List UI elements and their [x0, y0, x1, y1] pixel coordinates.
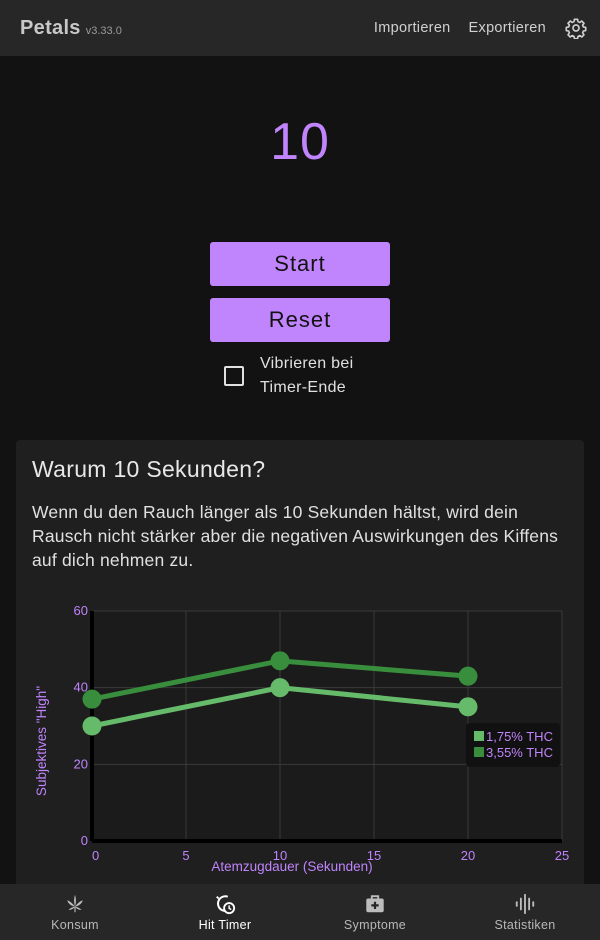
- data-point: [82, 716, 102, 736]
- nav-label-konsum: Konsum: [51, 917, 99, 932]
- app-title: Petals: [20, 16, 81, 39]
- y-tick-label: 20: [74, 756, 88, 771]
- legend-swatch: [474, 747, 484, 757]
- legend-box: [466, 723, 560, 767]
- timer-display: 10: [270, 113, 330, 171]
- statistics-icon: [514, 893, 536, 915]
- nav-label-symptome: Symptome: [343, 917, 407, 932]
- x-tick-label: 0: [92, 848, 99, 863]
- x-tick-label: 5: [182, 848, 189, 863]
- x-tick-label: 15: [367, 848, 381, 863]
- vibrate-label: Vibrieren bei Timer-Ende: [260, 355, 354, 396]
- reset-button[interactable]: Reset: [210, 298, 390, 342]
- data-point: [270, 651, 290, 671]
- x-axis-label: Atemzugdauer (Sekunden): [211, 859, 372, 874]
- info-body: Wenn du den Rauch länger als 10 Sekunden…: [32, 502, 559, 570]
- app-version: v3.33.0: [85, 24, 122, 37]
- nav-item-konsum[interactable]: Konsum: [0, 884, 150, 940]
- x-tick-label: 10: [273, 848, 287, 863]
- y-axis-label: Subjektives "High": [34, 686, 49, 796]
- legend-label: 1,75% THC: [486, 729, 553, 744]
- nav-item-hit-timer[interactable]: Hit Timer: [150, 884, 300, 940]
- brand: Petals v3.33.0: [20, 17, 122, 40]
- nav-label-statistiken: Statistiken: [494, 917, 556, 932]
- y-tick-label: 40: [74, 680, 88, 695]
- data-point: [82, 689, 102, 709]
- export-link[interactable]: Exportieren: [468, 20, 546, 36]
- nav-label-hit-timer: Hit Timer: [198, 917, 252, 932]
- vibrate-checkbox[interactable]: [224, 366, 244, 386]
- y-tick-label: 0: [81, 833, 88, 848]
- bottom-navigation: Konsum Hit Timer Symptome: [0, 884, 600, 940]
- top-app-bar: Petals v3.33.0 Importieren Exportieren: [0, 0, 600, 56]
- thc-chart: 0 5 10 15 20 25 0 20 40 60 Atemzugdauer (Sekunden)…: [34, 603, 569, 874]
- nav-item-symptome[interactable]: Symptome: [300, 884, 450, 940]
- medical-kit-icon: [364, 893, 386, 915]
- y-tick-label: 60: [74, 603, 88, 618]
- data-point: [458, 666, 478, 686]
- vibrate-option[interactable]: Vibrieren bei Timer-Ende: [224, 352, 370, 400]
- nav-item-statistiken[interactable]: Statistiken: [450, 884, 600, 940]
- x-tick-label: 20: [461, 848, 475, 863]
- x-tick-label: 25: [555, 848, 569, 863]
- legend-label: 3,55% THC: [486, 745, 553, 760]
- cannabis-leaf-icon: [64, 893, 86, 915]
- start-button[interactable]: Start: [210, 242, 390, 286]
- settings-gear-icon[interactable]: [564, 16, 588, 40]
- timer-icon: [214, 893, 236, 915]
- import-link[interactable]: Importieren: [373, 20, 451, 36]
- legend-swatch: [474, 731, 484, 741]
- info-title: Warum 10 Sekunden?: [32, 456, 266, 482]
- data-point: [270, 678, 290, 698]
- data-point: [458, 697, 478, 717]
